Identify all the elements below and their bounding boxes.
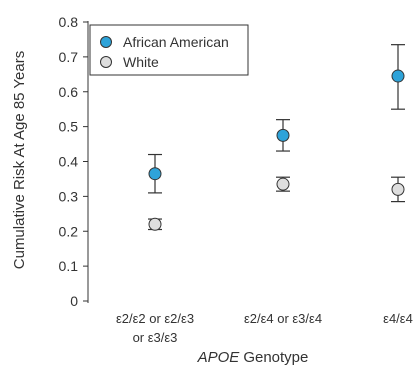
data-point-white: [276, 177, 290, 191]
legend-label-african-american: African American: [123, 34, 229, 50]
y-tick-label: 0.7: [59, 49, 79, 65]
x-axis-label: APOE Genotype: [197, 349, 309, 366]
y-tick-label: 0: [70, 293, 78, 309]
x-category-label: ε4/ε4: [383, 311, 413, 326]
data-point-african-american: [276, 128, 290, 142]
series-marks: [148, 44, 405, 231]
x-axis-label-prefix: APOE: [197, 349, 241, 366]
data-point-white: [148, 217, 162, 231]
x-category-label: ε2/ε2 or ε2/ε3: [116, 311, 194, 326]
data-point-african-american: [391, 69, 405, 83]
y-ticks: 0 0.1 0.2 0.3 0.4 0.5 0.6 0.7 0.8: [59, 14, 88, 309]
y-tick-label: 0.6: [59, 84, 79, 100]
legend: African American White: [89, 24, 249, 76]
x-category-label: or ε3/ε3: [133, 330, 178, 345]
legend-marker-white: [100, 56, 112, 68]
data-point-white: [391, 182, 405, 196]
y-tick-label: 0.1: [59, 258, 79, 274]
x-categories: ε2/ε2 or ε2/ε3 or ε3/ε3 ε2/ε4 or ε3/ε4 ε4/ε…: [116, 311, 413, 345]
y-tick-label: 0.4: [59, 154, 79, 170]
y-tick-label: 0.3: [59, 188, 79, 204]
x-axis-label-suffix: Genotype: [243, 349, 308, 366]
y-tick-label: 0.5: [59, 119, 79, 135]
data-point-african-american: [148, 167, 162, 181]
x-category-label: ε2/ε4 or ε3/ε4: [244, 311, 322, 326]
legend-marker-african-american: [100, 36, 112, 48]
legend-box: [89, 24, 249, 76]
y-axis-label: Cumulative Risk At Age 85 Years: [11, 51, 28, 269]
y-tick-label: 0.2: [59, 223, 79, 239]
legend-label-white: White: [123, 54, 159, 70]
y-tick-label: 0.8: [59, 14, 79, 30]
